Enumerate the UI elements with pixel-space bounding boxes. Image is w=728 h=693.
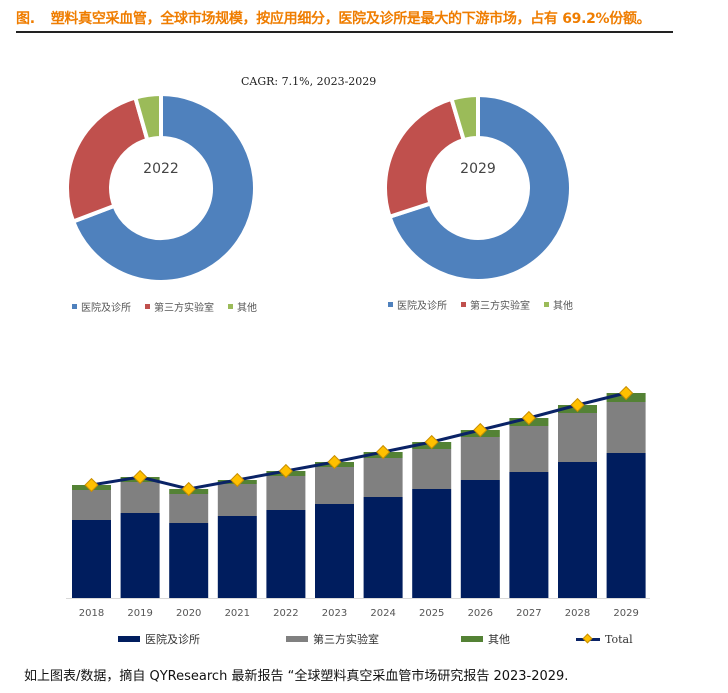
legend-swatch-icon [461,636,483,642]
legend-swatch-icon [72,304,77,309]
figure-title: 图. 塑料真空采血管，全球市场规模，按应用细分，医院及诊所是最大的下游市场，占有 … [16,8,676,28]
legend-item-other: 其他 [544,297,573,312]
x-axis-tick-label: 2018 [79,608,104,619]
donut-slice [387,92,573,283]
legend-item-other: 其他 [228,299,257,314]
total-diamond-marker [278,463,293,479]
x-axis-tick-label: 2022 [273,608,298,619]
source-note: 如上图表/数据，摘自 QYResearch 最新报告 “全球塑料真空采血管市场研… [24,669,569,684]
x-axis-tick-label: 2023 [322,608,347,619]
total-diamond-marker [181,481,196,497]
bar-segment [460,480,500,598]
figure-label: 图. [16,11,35,27]
legend-swatch-icon [544,302,549,307]
bar-segment [120,482,160,513]
legend-item-lab: 第三方实验室 [461,297,530,312]
bar-segment [606,453,646,598]
legend-swatch-icon [145,304,150,309]
bar-segment [412,449,452,489]
x-axis-tick-label: 2021 [225,608,250,619]
bar-segment [315,467,354,504]
line-diamond-marker-icon [576,633,600,644]
x-axis-tick-label: 2024 [370,608,395,619]
bar-segment [72,490,111,520]
title-underline [16,31,673,33]
bar-segment [412,489,452,598]
bar-segment [169,494,209,523]
bar-segment [509,426,549,472]
total-diamond-marker [570,397,585,413]
x-axis-tick-label: 2029 [613,608,638,619]
donut-chart-2022: 2022 [65,91,257,284]
total-diamond-marker [619,385,634,401]
x-axis-tick-label: 2020 [176,608,201,619]
donut-slice [65,95,150,225]
bar-segment [363,458,403,497]
cagr-annotation: CAGR: 7.1%, 2023-2029 [241,75,377,88]
legend-item-hospital: 医院及诊所 [72,299,131,314]
x-axis-tick-label: 2026 [468,608,493,619]
bar-segment [606,402,646,453]
donut-slice [70,91,257,284]
bar-segment [72,520,111,598]
donut-slice [132,91,163,143]
bar-segment [266,510,306,598]
bar-chart-legend: 医院及诊所 第三方实验室 其他 Total [118,631,679,647]
total-diamond-marker [376,444,391,460]
legend-item-hospital: 医院及诊所 [388,297,447,312]
stacked-bar-chart: 2018 2019 2020 2021 2022 2023 2024 2025 2026 2027… [66,385,650,619]
bar-segment [558,462,597,598]
legend-swatch-icon [228,304,233,309]
total-diamond-marker [473,422,488,438]
bar-segment [266,476,306,510]
total-diamond-marker [230,472,245,488]
total-diamond-marker [84,477,99,493]
legend-swatch-icon [461,302,466,307]
donut-center-label: 2022 [143,161,179,177]
x-axis-tick-label: 2028 [565,608,590,619]
bar-segment [558,413,597,462]
bar-segment [315,504,354,598]
legend-item-lab: 第三方实验室 [286,631,379,647]
legend-swatch-icon [388,302,393,307]
bar-segment [217,516,257,598]
legend-item-other: 其他 [461,631,510,647]
total-diamond-marker [424,434,439,450]
bar-segment [120,513,160,598]
donut-legend-2022: 医院及诊所 第三方实验室 其他 [72,299,257,314]
donut-slice [383,96,467,220]
bar-segment [509,472,549,598]
total-diamond-marker [521,410,536,426]
legend-swatch-icon [118,636,140,642]
total-diamond-marker [133,469,148,485]
x-axis-tick-label: 2025 [419,608,444,619]
donut-chart-2029: 2029 [383,92,573,283]
bar-segment [169,523,209,598]
legend-item-lab: 第三方实验室 [145,299,214,314]
legend-item-hospital: 医院及诊所 [118,631,200,647]
legend-swatch-icon [286,636,308,642]
donut-slice [449,92,480,143]
donut-center-label: 2029 [460,161,496,177]
figure-title-text: 塑料真空采血管，全球市场规模，按应用细分，医院及诊所是最大的下游市场，占有 69… [50,11,651,27]
donut-legend-2029: 医院及诊所 第三方实验室 其他 [388,297,573,312]
bar-segment [460,437,500,480]
x-axis-tick-label: 2027 [516,608,541,619]
x-axis-tick-label: 2019 [127,608,152,619]
bar-segment [217,484,257,516]
total-line [91,391,627,491]
total-diamond-marker [327,454,342,470]
legend-item-total: Total [576,631,633,647]
bar-segment [363,497,403,598]
